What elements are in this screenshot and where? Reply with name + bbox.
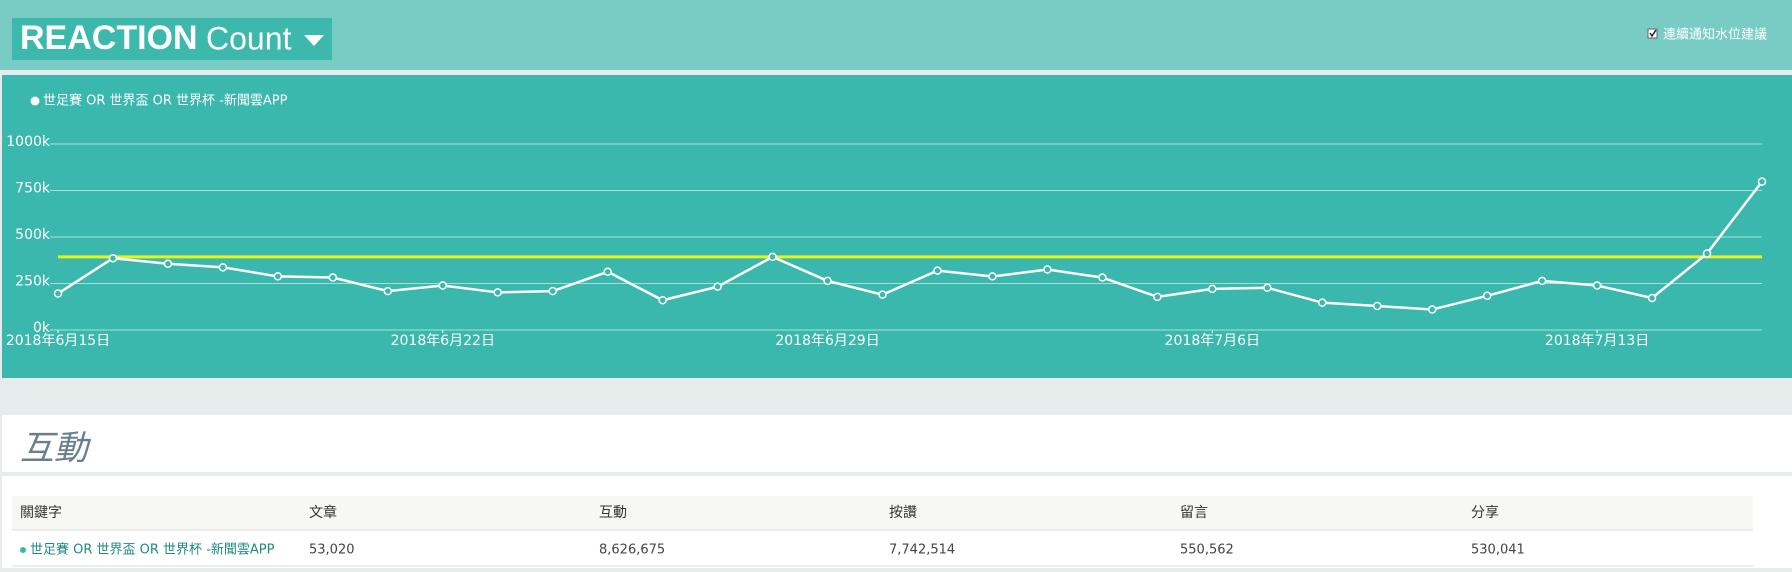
data-point (493, 288, 502, 297)
x-tick-label: 2018年6月15日 (6, 333, 110, 349)
data-point (1482, 291, 1492, 301)
table-cell: 550,562 (1180, 543, 1234, 558)
data-point (1208, 284, 1217, 294)
title-bold: REACTION (20, 19, 198, 57)
data-point (53, 289, 63, 298)
data-point (1043, 265, 1052, 274)
title-box[interactable] (12, 18, 332, 60)
checkbox-label[interactable]: 連續通知水位建議 (1663, 27, 1767, 43)
data-point (1318, 298, 1327, 307)
data-point (1647, 293, 1657, 303)
table-cell: 7,742,514 (889, 543, 955, 558)
y-tick-label: 0k (33, 320, 51, 336)
table-header-cell: 分享 (1471, 504, 1499, 521)
chart-panel (2, 75, 1792, 378)
table-cell: 530,041 (1471, 543, 1525, 558)
data-point (768, 252, 777, 262)
legend-label[interactable]: 世足賽 OR 世界盃 OR 世界杯 -新聞雲APP (43, 93, 288, 109)
row-marker (20, 547, 26, 553)
data-point (713, 282, 722, 291)
data-point (1098, 273, 1107, 282)
table-header-cell: 文章 (309, 504, 337, 521)
checkbox[interactable] (1647, 28, 1658, 39)
table-header-cell: 互動 (599, 505, 627, 521)
y-tick-label: 250k (15, 274, 51, 290)
data-point (1372, 301, 1382, 311)
section-panel (2, 415, 1792, 472)
data-point (1702, 249, 1712, 258)
data-point (163, 259, 173, 269)
data-point (383, 286, 393, 296)
data-point (108, 253, 118, 263)
table-cell: 8,626,675 (599, 543, 665, 558)
data-point (603, 267, 612, 277)
section-title: 互動 (20, 429, 92, 469)
legend-marker (30, 96, 40, 106)
dropdown-arrow[interactable] (304, 35, 324, 46)
x-tick-label: 2018年6月22日 (391, 333, 495, 349)
separator (0, 70, 1792, 75)
data-point (1153, 292, 1162, 302)
check (1649, 29, 1657, 38)
table-cell: 53,020 (309, 543, 355, 558)
data-point (218, 263, 228, 272)
data-point (548, 286, 557, 296)
data-point (823, 276, 832, 286)
series-line (57, 180, 1763, 311)
data-point (1427, 305, 1437, 314)
title-rest: Count (206, 20, 292, 56)
data-point (1592, 281, 1602, 290)
table-header (12, 496, 1753, 530)
table-header-cell: 關鍵字 (20, 505, 62, 521)
x-tick-label: 2018年6月29日 (775, 333, 879, 349)
data-point (328, 273, 338, 282)
y-tick-label: 500k (15, 227, 51, 243)
x-tick-label: 2018年7月6日 (1165, 333, 1260, 349)
data-point (658, 295, 667, 305)
data-point (1537, 276, 1547, 286)
x-tick-label: 2018年7月13日 (1545, 333, 1649, 349)
data-point (273, 272, 283, 281)
data-point (438, 281, 448, 290)
table-header-cell: 留言 (1180, 505, 1208, 521)
data-point (988, 272, 997, 281)
y-tick-label: 1000k (6, 134, 51, 150)
data-point (933, 266, 942, 275)
y-tick-label: 750k (15, 181, 51, 197)
data-point (1263, 283, 1272, 293)
data-point (1757, 177, 1767, 186)
table-cell: 世足賽 OR 世界盃 OR 世界杯 -新聞雲APP (30, 542, 275, 558)
table-header-cell: 按讚 (889, 505, 917, 521)
data-point (878, 290, 887, 299)
